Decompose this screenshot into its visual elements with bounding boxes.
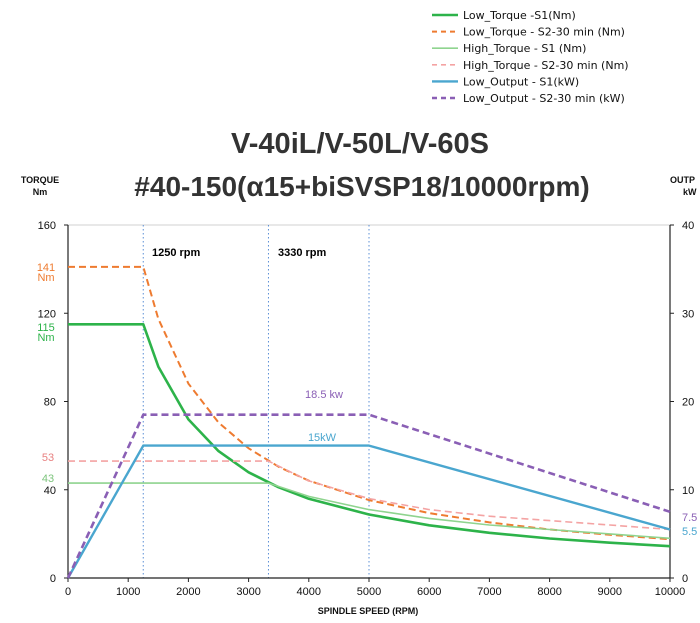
legend-label: Low_Torque -S1(Nm) xyxy=(463,9,576,22)
legend-label: High_Torque - S1 (Nm) xyxy=(463,42,586,55)
x-tick-label: 1000 xyxy=(116,586,140,598)
series-line-5 xyxy=(66,444,671,579)
output-s1-end-label: 5.5 xyxy=(682,526,697,538)
y-right-label-line2: kW xyxy=(683,187,697,197)
y-left-label-line2: Nm xyxy=(33,187,48,197)
y-right-tick-label: 40 xyxy=(682,220,694,232)
y-right-tick-label: 0 xyxy=(682,573,688,585)
y-right-tick-label: 10 xyxy=(682,485,694,497)
x-tick-label: 9000 xyxy=(598,586,622,598)
high-torque-s2-value: 53 xyxy=(42,452,54,464)
legend-label: High_Torque - S2-30 min (Nm) xyxy=(463,59,629,72)
low-torque-s2-value: 141 xyxy=(37,262,55,274)
low-torque-s2-unit: Nm xyxy=(37,272,54,284)
y-right-label-line1: OUTP xyxy=(670,175,695,185)
rpm-3330-label: 3330 rpm xyxy=(278,247,327,259)
y-right-ticks: 0 10 20 30 40 xyxy=(670,220,694,585)
low-torque-s1-unit: Nm xyxy=(37,332,54,344)
chart-title: V-40iL/V-50L/V-60S xyxy=(231,128,489,160)
x-tick-label: 5000 xyxy=(357,586,381,598)
chart-subtitle: #40-150(α15+biSVSP18/10000rpm) xyxy=(134,171,589,202)
y-right-tick-label: 30 xyxy=(682,308,694,320)
series-lines xyxy=(66,265,671,579)
x-tick-label: 7000 xyxy=(477,586,501,598)
x-tick-label: 0 xyxy=(65,586,71,598)
output-s1-label: 15kW xyxy=(308,432,337,444)
y-left-tick-label: 40 xyxy=(44,485,56,497)
legend: Low_Torque -S1(Nm) Low_Torque - S2-30 min… xyxy=(432,9,629,105)
legend-label: Low_Output - S2-30 min (kW) xyxy=(463,92,625,105)
series-line-1 xyxy=(68,322,671,548)
series-line-6 xyxy=(66,413,671,579)
high-torque-s1-value: 43 xyxy=(42,473,54,485)
x-tick-label: 6000 xyxy=(417,586,441,598)
output-s2-end-label: 7.5 xyxy=(682,512,697,524)
y-left-tick-label: 0 xyxy=(50,573,56,585)
y-left-ticks: 0 40 80 120 160 xyxy=(38,220,68,585)
output-s2-label: 18.5 kw xyxy=(305,389,343,401)
x-tick-label: 3000 xyxy=(236,586,260,598)
gridlines xyxy=(142,225,370,578)
x-axis-label: SPINDLE SPEED (RPM) xyxy=(318,606,419,616)
series-line-4 xyxy=(68,460,671,531)
rpm-1250-label: 1250 rpm xyxy=(152,247,201,259)
series-line-3 xyxy=(68,482,671,540)
x-ticks: 0 1000 2000 3000 4000 5000 6000 7000 8000 9000 100… xyxy=(65,578,685,598)
x-tick-label: 10000 xyxy=(655,586,686,598)
x-tick-label: 2000 xyxy=(176,586,200,598)
y-left-tick-label: 160 xyxy=(38,220,56,232)
y-left-tick-label: 120 xyxy=(38,308,56,320)
y-right-tick-label: 20 xyxy=(682,397,694,409)
x-tick-label: 8000 xyxy=(537,586,561,598)
y-left-label-line1: TORQUE xyxy=(21,175,59,185)
x-tick-label: 4000 xyxy=(297,586,321,598)
low-torque-s1-value: 115 xyxy=(37,322,55,334)
legend-label: Low_Torque - S2-30 min (Nm) xyxy=(463,26,625,39)
legend-label: Low_Output - S1(kW) xyxy=(463,75,579,88)
y-left-tick-label: 80 xyxy=(44,397,56,409)
